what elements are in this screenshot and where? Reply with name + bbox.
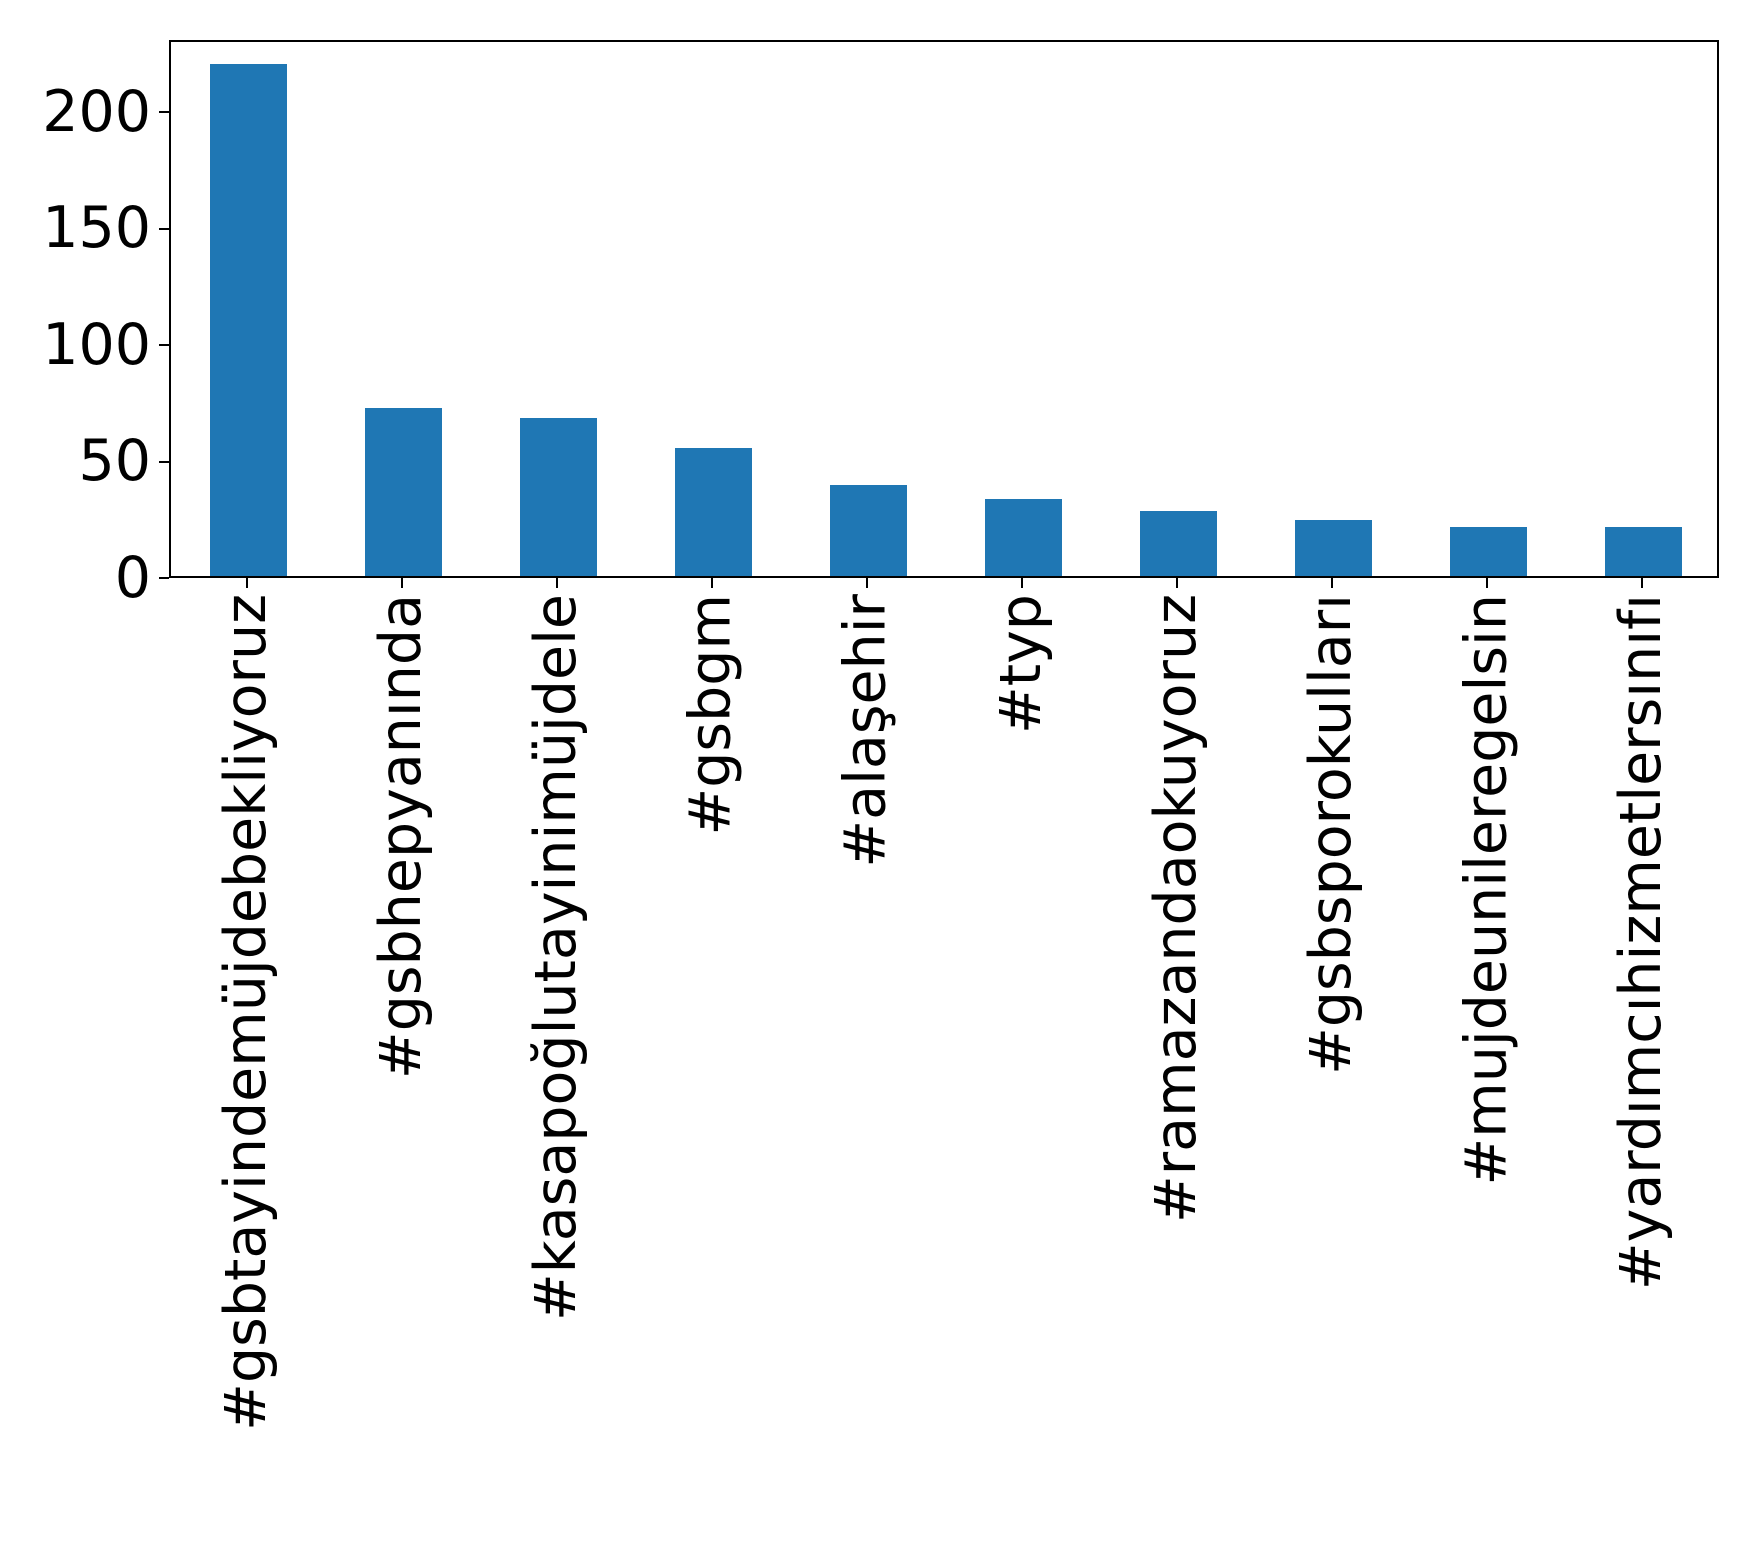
x-tick-label: #gsbsporokulları [1298, 594, 1364, 1075]
bar-gsbhepyanında [364, 408, 443, 576]
bar-ramazandaokuyoruz [1139, 510, 1218, 576]
y-tick-mark [159, 460, 169, 463]
x-tick-label: #ramazandaokuyoruz [1143, 594, 1209, 1224]
x-tick-mark [245, 578, 248, 588]
x-tick-mark [865, 578, 868, 588]
x-tick-label: #kasapoğlutayinimüjdele [523, 594, 589, 1321]
x-tick-label: #gsbtayindemüjdebekliyoruz [213, 594, 279, 1431]
bar-typ [984, 499, 1063, 576]
y-tick-mark [159, 344, 169, 347]
y-tick-mark [159, 577, 169, 579]
bar-gsbsporokulları [1294, 520, 1373, 576]
y-tick-label: 150 [42, 195, 151, 262]
x-tick-label: #typ [988, 594, 1054, 735]
x-tick-mark [555, 578, 558, 588]
x-tick-label: #gsbgm [678, 594, 744, 836]
x-tick-mark [1640, 578, 1643, 588]
x-tick-mark [710, 578, 713, 588]
x-tick-mark [1175, 578, 1178, 588]
plot-area [169, 40, 1719, 578]
x-tick-label: #alaşehir [833, 594, 899, 868]
bar-gsbtayindemüjdebekliyoruz [209, 63, 288, 576]
x-tick-mark [1330, 578, 1333, 588]
x-tick-label: #mujdeunileregelsin [1453, 594, 1519, 1186]
bar-kasapoğlutayinimüjdele [519, 417, 598, 576]
bar-yardımcıhizmetlersınıfı [1604, 527, 1683, 576]
y-tick-label: 50 [78, 428, 151, 495]
y-tick-label: 0 [114, 544, 151, 611]
bar-mujdeunileregelsin [1449, 527, 1528, 576]
bar-gsbgm [674, 447, 753, 576]
x-tick-mark [1020, 578, 1023, 588]
bar-alaşehir [829, 485, 908, 576]
y-tick-mark [159, 111, 169, 114]
x-tick-label: #yardımcıhizmetlersınıfı [1608, 594, 1674, 1291]
y-tick-label: 100 [42, 311, 151, 378]
y-tick-mark [159, 227, 169, 230]
x-tick-label: #gsbhepyanında [368, 594, 434, 1080]
x-tick-mark [400, 578, 403, 588]
y-tick-label: 200 [42, 78, 151, 145]
x-tick-mark [1485, 578, 1488, 588]
